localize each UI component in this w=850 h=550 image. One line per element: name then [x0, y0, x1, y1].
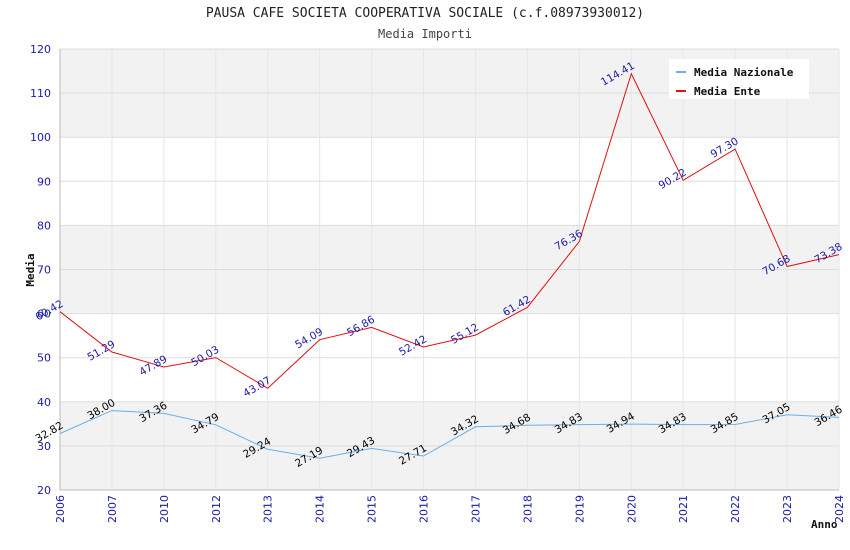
legend-box: [669, 59, 809, 99]
x-tick-label: 2010: [158, 495, 171, 523]
axes: 20 30 40 50 60 70 80 90 100 110 120 2006 2007 2010 201…: [24, 43, 846, 531]
y-tick-label: 90: [37, 175, 51, 188]
x-tick-label: 2018: [521, 495, 534, 523]
y-tick-label: 100: [30, 131, 51, 144]
legend: Media Nazionale Media Ente: [669, 59, 809, 99]
series-line-media-ente: [59, 72, 840, 389]
background-band: [60, 137, 839, 182]
x-tick-label: 2015: [366, 495, 379, 523]
y-tick-label: 110: [30, 87, 51, 100]
x-tick-label: 2021: [677, 495, 690, 523]
background-band: [60, 445, 839, 490]
x-tick-label: 2020: [625, 495, 638, 523]
y-tick-label: 40: [37, 396, 51, 409]
y-tick-label: 80: [37, 219, 51, 232]
series-group: [59, 72, 840, 459]
x-tick-label: 2016: [418, 495, 431, 523]
y-tick-label: 20: [37, 484, 51, 497]
x-tick-label: 2014: [314, 495, 327, 523]
background-band: [60, 225, 839, 270]
x-axis-title: Anno: [811, 518, 838, 531]
chart-title: PAUSA CAFE SOCIETA COOPERATIVA SOCIALE (…: [205, 6, 645, 21]
x-tick-label: 2022: [729, 495, 742, 523]
background-band: [60, 93, 839, 138]
background-band: [60, 181, 839, 226]
legend-label: Media Ente: [694, 85, 761, 98]
x-tick-label: 2017: [469, 495, 482, 523]
x-tick-label: 2024: [833, 495, 846, 523]
y-tick-label: 70: [37, 264, 51, 277]
x-tick-label: 2013: [262, 495, 275, 523]
background-band: [60, 269, 839, 314]
background-band: [60, 313, 839, 358]
plot-background-bands: [60, 49, 839, 490]
x-tick-label: 2019: [573, 495, 586, 523]
y-tick-label: 30: [37, 440, 51, 453]
y-tick-label: 50: [37, 352, 51, 365]
series-line-media-nazionale: [59, 410, 840, 459]
chart-subtitle: Media Importi: [378, 27, 472, 41]
y-tick-label: 60: [37, 308, 51, 321]
legend-label: Media Nazionale: [694, 66, 794, 79]
x-tick-label: 2023: [781, 495, 794, 523]
background-band: [60, 401, 839, 446]
background-band: [60, 357, 839, 402]
x-tick-label: 2006: [54, 495, 67, 523]
x-tick-label: 2007: [106, 495, 119, 523]
y-tick-label: 120: [30, 43, 51, 56]
y-axis-title: Media: [24, 253, 37, 286]
x-tick-label: 2012: [210, 495, 223, 523]
